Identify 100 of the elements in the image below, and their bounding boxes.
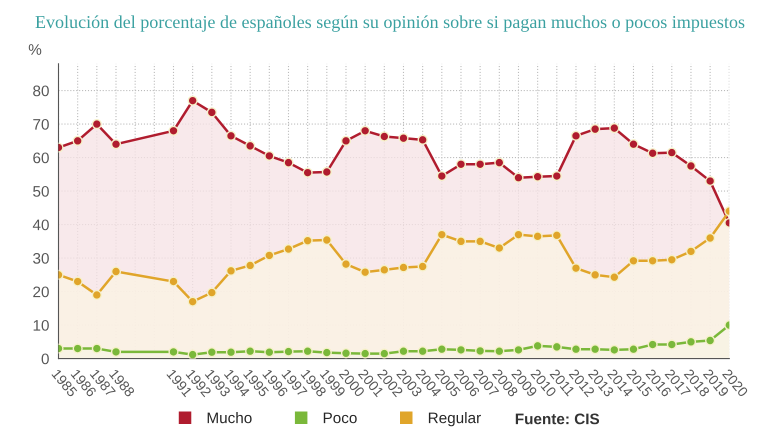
point	[110, 346, 122, 357]
point	[590, 344, 600, 354]
point	[666, 254, 677, 265]
point	[322, 166, 332, 178]
point	[648, 148, 658, 158]
point	[513, 230, 524, 240]
point	[72, 343, 83, 354]
point	[475, 159, 486, 170]
point	[456, 159, 466, 170]
point	[360, 267, 370, 278]
point	[92, 343, 102, 354]
point	[72, 276, 83, 287]
point	[340, 348, 352, 358]
point	[379, 131, 390, 142]
point	[705, 232, 716, 244]
point	[494, 242, 504, 254]
point	[570, 263, 582, 274]
point	[532, 340, 543, 351]
point	[264, 347, 274, 358]
point	[590, 124, 600, 134]
point	[360, 126, 370, 136]
point	[532, 172, 543, 182]
point	[360, 348, 370, 359]
point	[340, 136, 352, 146]
point	[168, 126, 179, 136]
point	[686, 336, 696, 347]
point	[456, 344, 466, 355]
point	[552, 170, 562, 182]
point	[456, 236, 466, 246]
y-tick-label: 10	[34, 320, 49, 331]
point	[494, 346, 504, 356]
legend-label: Poco	[324, 412, 357, 424]
point	[245, 140, 256, 151]
point	[436, 344, 447, 354]
point	[628, 256, 639, 266]
point	[206, 107, 217, 118]
point	[379, 348, 390, 359]
point	[666, 339, 677, 350]
point	[475, 346, 486, 356]
y-tick-label: 70	[33, 118, 49, 130]
point	[648, 339, 658, 350]
point	[226, 130, 236, 141]
point	[418, 134, 428, 145]
point	[188, 296, 198, 307]
point	[532, 231, 543, 242]
point	[705, 335, 716, 346]
y-tick-label: 20	[33, 286, 49, 298]
point	[110, 266, 122, 277]
point	[302, 236, 313, 246]
y-tick-label: 80	[33, 85, 49, 96]
point	[226, 347, 236, 358]
chart-title: Evolución del porcentaje de españoles según su opinión sobre si pagan muchos o pocos impuestos	[35, 15, 744, 32]
point	[570, 130, 582, 141]
point	[188, 96, 198, 106]
legend-label: Regular	[428, 412, 481, 426]
point	[570, 344, 582, 354]
point	[666, 147, 677, 158]
point	[398, 346, 409, 356]
source-note: Fuente: CIS	[516, 413, 600, 424]
point	[245, 260, 256, 271]
point	[648, 256, 658, 266]
point	[168, 276, 179, 287]
point	[92, 119, 102, 130]
point	[494, 158, 504, 168]
point	[379, 264, 390, 275]
point	[686, 160, 696, 172]
point	[283, 244, 294, 254]
point	[552, 342, 562, 352]
point	[206, 347, 217, 358]
point	[398, 262, 409, 273]
point	[513, 172, 524, 183]
point	[418, 346, 428, 356]
point	[513, 344, 524, 355]
point	[264, 250, 274, 261]
point	[226, 266, 236, 276]
point	[552, 230, 562, 240]
point	[705, 176, 716, 186]
point	[436, 230, 447, 240]
point	[686, 246, 696, 256]
point	[590, 270, 600, 280]
y-tick-label: 60	[33, 152, 49, 164]
point	[302, 346, 313, 356]
point	[264, 150, 274, 162]
point	[628, 344, 639, 354]
point	[206, 288, 217, 298]
point	[283, 158, 294, 168]
point	[340, 259, 352, 270]
y-tick-label: 50	[33, 186, 49, 197]
point	[609, 123, 620, 134]
point	[398, 133, 409, 144]
y-tick-label: 30	[33, 252, 49, 264]
point	[92, 290, 102, 300]
point	[168, 346, 179, 357]
y-tick-label: 40	[32, 219, 49, 230]
point	[110, 139, 122, 150]
point	[302, 168, 313, 178]
point	[72, 136, 83, 146]
point	[188, 349, 198, 359]
point	[436, 170, 447, 182]
legend-label: Mucho	[208, 412, 252, 424]
